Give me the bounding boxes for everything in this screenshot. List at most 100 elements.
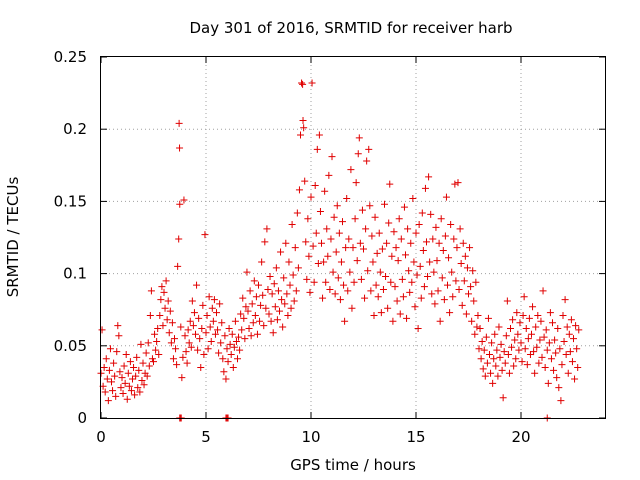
- data-point: [247, 332, 255, 340]
- data-point: [397, 235, 405, 243]
- data-point: [279, 323, 287, 331]
- data-point: [299, 117, 307, 125]
- data-point: [102, 355, 110, 363]
- data-point: [428, 290, 436, 298]
- data-point: [133, 353, 141, 361]
- data-point: [137, 340, 145, 348]
- data-point: [544, 379, 552, 387]
- data-point: [405, 267, 413, 275]
- data-point: [423, 238, 430, 246]
- data-point: [383, 239, 391, 247]
- data-point: [373, 249, 381, 257]
- data-point: [419, 246, 427, 254]
- data-point: [418, 209, 426, 217]
- data-point: [160, 288, 168, 296]
- data-point: [449, 293, 457, 301]
- data-point: [350, 278, 358, 286]
- data-point: [452, 277, 460, 285]
- data-point: [201, 231, 209, 239]
- data-point: [179, 353, 187, 361]
- data-point: [214, 326, 222, 334]
- data-point: [315, 131, 323, 139]
- data-point: [499, 394, 507, 402]
- data-point: [238, 326, 246, 334]
- data-point: [574, 363, 582, 371]
- data-point: [553, 374, 561, 382]
- data-point: [513, 309, 521, 317]
- data-point: [348, 304, 356, 312]
- data-point: [152, 346, 160, 354]
- data-point: [245, 324, 253, 332]
- y-tick-label: 0.15: [54, 192, 87, 210]
- data-point: [431, 300, 439, 308]
- data-point: [216, 300, 224, 308]
- x-tick-label: 0: [96, 428, 106, 446]
- data-point: [390, 228, 398, 236]
- data-point: [366, 202, 374, 210]
- data-point: [167, 339, 175, 347]
- data-point: [101, 388, 109, 396]
- data-point: [393, 297, 401, 305]
- data-point: [552, 349, 560, 357]
- data-point: [194, 346, 202, 354]
- data-point: [417, 294, 425, 302]
- data-point: [322, 278, 330, 286]
- data-point: [337, 258, 345, 266]
- data-point: [539, 287, 547, 295]
- data-point: [280, 274, 288, 282]
- data-point: [375, 229, 383, 237]
- data-point: [130, 363, 138, 371]
- data-point: [226, 340, 234, 348]
- data-point: [466, 244, 474, 252]
- data-point: [129, 375, 136, 383]
- data-point: [213, 309, 220, 317]
- data-point: [159, 322, 167, 330]
- data-point: [403, 314, 411, 322]
- data-point: [329, 268, 337, 276]
- y-axis-label: SRMTID / TECUs: [4, 177, 22, 298]
- data-point: [242, 303, 250, 311]
- data-point: [446, 309, 454, 317]
- data-point: [487, 369, 495, 377]
- data-point: [493, 346, 501, 354]
- data-point: [378, 245, 386, 253]
- data-point: [119, 389, 127, 397]
- data-point: [404, 225, 412, 233]
- data-point: [230, 343, 238, 351]
- data-point: [503, 297, 511, 305]
- data-point: [336, 296, 344, 304]
- chart-title: Day 301 of 2016, SRMTID for receiver har…: [189, 19, 512, 37]
- data-point: [334, 274, 342, 282]
- data-point: [406, 288, 414, 296]
- data-point: [326, 285, 334, 293]
- data-point: [550, 366, 558, 374]
- data-point: [303, 275, 311, 283]
- data-point: [469, 267, 477, 275]
- data-point: [480, 346, 488, 354]
- data-point: [505, 369, 513, 377]
- data-point: [551, 336, 559, 344]
- data-point: [341, 317, 349, 325]
- data-point: [467, 283, 475, 291]
- data-point: [126, 358, 134, 366]
- data-point: [486, 350, 493, 358]
- data-point: [176, 144, 184, 152]
- data-point: [353, 257, 361, 265]
- data-point: [150, 358, 157, 366]
- data-point: [500, 348, 508, 356]
- data-point: [305, 252, 313, 260]
- data-point: [270, 280, 278, 288]
- data-point: [190, 309, 198, 317]
- data-point: [310, 278, 318, 286]
- x-tick-label: 15: [406, 428, 425, 446]
- data-point: [256, 317, 264, 325]
- data-point: [156, 311, 164, 319]
- data-point: [442, 193, 450, 201]
- data-point: [395, 215, 403, 223]
- data-point: [263, 225, 271, 233]
- data-point: [365, 145, 373, 153]
- data-point: [345, 235, 353, 243]
- data-point: [224, 358, 232, 366]
- data-point: [192, 330, 199, 338]
